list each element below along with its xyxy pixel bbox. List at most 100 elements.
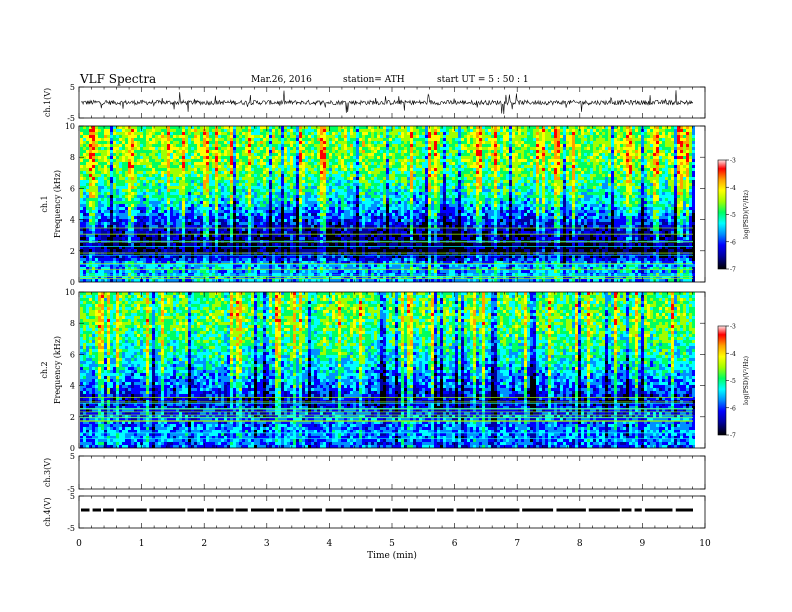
- ch1-spectrogram-cell: [314, 159, 317, 162]
- ch1-spectrogram-cell: [92, 174, 95, 177]
- ch1-spectrogram-cell: [185, 129, 188, 132]
- ch1-spectrogram-cell: [128, 252, 131, 255]
- ch1-spectrogram-cell: [137, 159, 140, 162]
- ch1-spectrogram-cell: [305, 126, 308, 129]
- ch1-spectrogram-cell: [275, 225, 278, 228]
- ch1-spectrogram-cell: [80, 207, 83, 210]
- ch1-spectrogram-cell: [212, 261, 215, 264]
- ch1-spectrogram-cell: [185, 135, 188, 138]
- ch1-spectrogram-cell: [200, 138, 203, 141]
- ch1-spectrogram-cell: [236, 144, 239, 147]
- ch1-spectrogram-cell: [281, 261, 284, 264]
- ch1-spectrogram-cell: [251, 276, 254, 279]
- ch1-spectrogram-cell: [308, 267, 311, 270]
- ch1-spectrogram-cell: [284, 207, 287, 210]
- ch1-spectrogram-cell: [353, 135, 356, 138]
- ch1-spectrogram-cell: [245, 222, 248, 225]
- ch1-spectrogram-cell: [335, 213, 338, 216]
- ch1-spectrogram-cell: [326, 249, 329, 252]
- ch1-spectrogram-cell: [290, 168, 293, 171]
- ch1-spectrogram-cell: [83, 252, 86, 255]
- ch1-spectrogram-cell: [362, 225, 365, 228]
- ch1-spectrogram-cell: [356, 135, 359, 138]
- ch1-spectrogram-cell: [338, 144, 341, 147]
- ch1-spectrogram-cell: [338, 201, 341, 204]
- ch1-spectrogram-cell: [110, 156, 113, 159]
- ch1-spectrogram-cell: [275, 198, 278, 201]
- ch1-spectrogram-cell: [236, 132, 239, 135]
- ch1-spectrogram-cell: [230, 243, 233, 246]
- ch1-spectrogram-cell: [125, 246, 128, 249]
- ch1-spectrogram-cell: [215, 231, 218, 234]
- ch1-spectrogram-cell: [257, 246, 260, 249]
- ch1-spectrogram-cell: [188, 162, 191, 165]
- ch1-spectrogram-cell: [167, 201, 170, 204]
- ch1-spectrogram-cell: [86, 273, 89, 276]
- ch1-spectrogram-cell: [320, 237, 323, 240]
- ch1-spectrogram-cell: [233, 177, 236, 180]
- ch1-spectrogram-cell: [197, 126, 200, 129]
- ch1-spectrogram-cell: [254, 273, 257, 276]
- ch1-spectrogram-cell: [194, 186, 197, 189]
- ch1-spectrogram-cell: [266, 180, 269, 183]
- ch1-spectrogram-cell: [308, 156, 311, 159]
- ch1-spectrogram-cell: [326, 162, 329, 165]
- ch1-spectrogram-cell: [365, 129, 368, 132]
- ch1-spectrogram-cell: [125, 177, 128, 180]
- ch1-spectrogram-cell: [305, 210, 308, 213]
- ch1-spectrogram-cell: [176, 279, 179, 282]
- ch1-spectrogram-cell: [161, 180, 164, 183]
- ch1-spectrogram-cell: [308, 222, 311, 225]
- ch1-spectrogram-cell: [128, 201, 131, 204]
- ch1-spectrogram-cell: [296, 153, 299, 156]
- ch1-spectrogram-cell: [194, 156, 197, 159]
- ch1-spectrogram-cell: [365, 138, 368, 141]
- ch1-spectrogram-cell: [281, 225, 284, 228]
- ch1-spectrogram-cell: [302, 162, 305, 165]
- ch1-spectrogram-cell: [179, 147, 182, 150]
- ch1-spectrogram-cell: [182, 195, 185, 198]
- ch1-spectrogram-cell: [146, 243, 149, 246]
- ch1-spectrogram-cell: [293, 258, 296, 261]
- ch1-spectrogram-cell: [272, 132, 275, 135]
- ch1-spectrogram-cell: [365, 168, 368, 171]
- ch1-spectrogram-cell: [203, 246, 206, 249]
- ch1-spectrogram-cell: [272, 126, 275, 129]
- ch1-spectrogram-cell: [158, 159, 161, 162]
- ch1-spectrogram-cell: [269, 195, 272, 198]
- ch1-spectrogram-cell: [215, 144, 218, 147]
- ch1-spectrogram-cell: [263, 252, 266, 255]
- ch1-spectrogram-cell: [161, 222, 164, 225]
- ch1-spectrogram-cell: [326, 153, 329, 156]
- ch1-spectrogram-cell: [311, 249, 314, 252]
- ch1-spectrogram-cell: [332, 258, 335, 261]
- ch1-spectrogram-cell: [158, 162, 161, 165]
- ch1-spectrogram-cell: [218, 255, 221, 258]
- ch1-spectrogram-cell: [125, 168, 128, 171]
- ch1-spectrogram-cell: [194, 180, 197, 183]
- ch1-spectrogram-cell: [347, 129, 350, 132]
- ch1-spectrogram-cell: [269, 168, 272, 171]
- ch1-spectrogram-cell: [185, 165, 188, 168]
- ch1-spectrogram-cell: [182, 189, 185, 192]
- ch1-spectrogram-cell: [353, 267, 356, 270]
- ch1-spectrogram-cell: [158, 153, 161, 156]
- ch1-spectrogram-cell: [320, 249, 323, 252]
- ch1-spectrogram-cell: [224, 258, 227, 261]
- ch1-spectrogram-cell: [347, 225, 350, 228]
- ch1-spectrogram-cell: [98, 279, 101, 282]
- ch1-spectrogram-cell: [320, 231, 323, 234]
- ch1-spectrogram-cell: [161, 162, 164, 165]
- ch1-spectrogram-cell: [200, 153, 203, 156]
- ch1-spectrogram-cell: [323, 210, 326, 213]
- ch1-spectrogram-cell: [194, 150, 197, 153]
- ch1-spectrogram-cell: [140, 222, 143, 225]
- ch1-spectrogram-cell: [221, 273, 224, 276]
- ch1-spectrogram-cell: [134, 186, 137, 189]
- ch1-spectrogram-cell: [338, 156, 341, 159]
- ch1-spectrogram-cell: [269, 231, 272, 234]
- ch1-spectrogram-cell: [170, 195, 173, 198]
- ch1-spectrogram-cell: [155, 201, 158, 204]
- ch1-spectrogram-cell: [287, 267, 290, 270]
- ch1-spectrogram-cell: [98, 234, 101, 237]
